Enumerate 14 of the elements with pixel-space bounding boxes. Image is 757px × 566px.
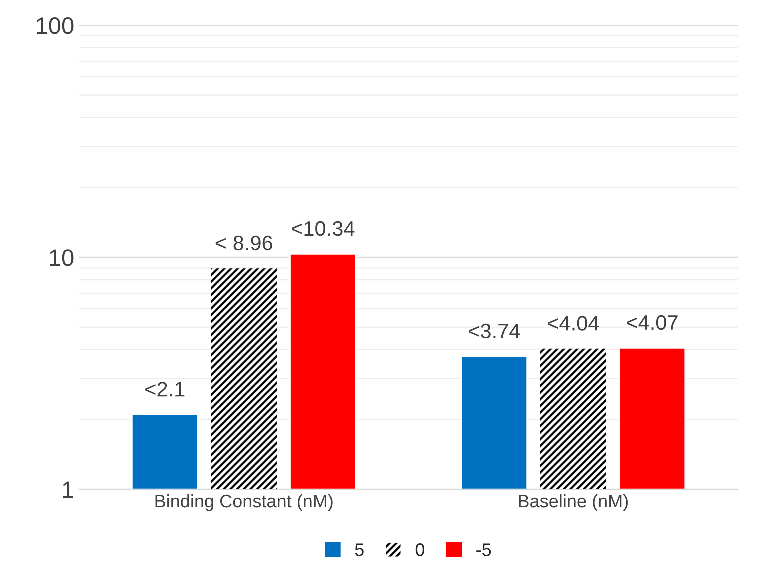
y-tick-label: 1 [63, 482, 74, 498]
legend-label: -5 [476, 544, 492, 556]
legend-label: 0 [416, 544, 425, 556]
y-tick-label: 100 [37, 18, 74, 34]
legend-label: 5 [355, 544, 364, 556]
data-label: <4.04 [548, 316, 600, 331]
data-label: <3.74 [469, 324, 520, 339]
y-tick-label: 10 [50, 250, 74, 266]
x-tick-label: Baseline (nM) [519, 494, 628, 512]
data-label: <2.1 [146, 382, 185, 397]
data-label: <4.07 [627, 315, 678, 330]
x-tick-label: Binding Constant (nM) [156, 494, 333, 512]
data-label: < 8.96 [216, 236, 272, 251]
data-label: <10.34 [292, 221, 355, 236]
